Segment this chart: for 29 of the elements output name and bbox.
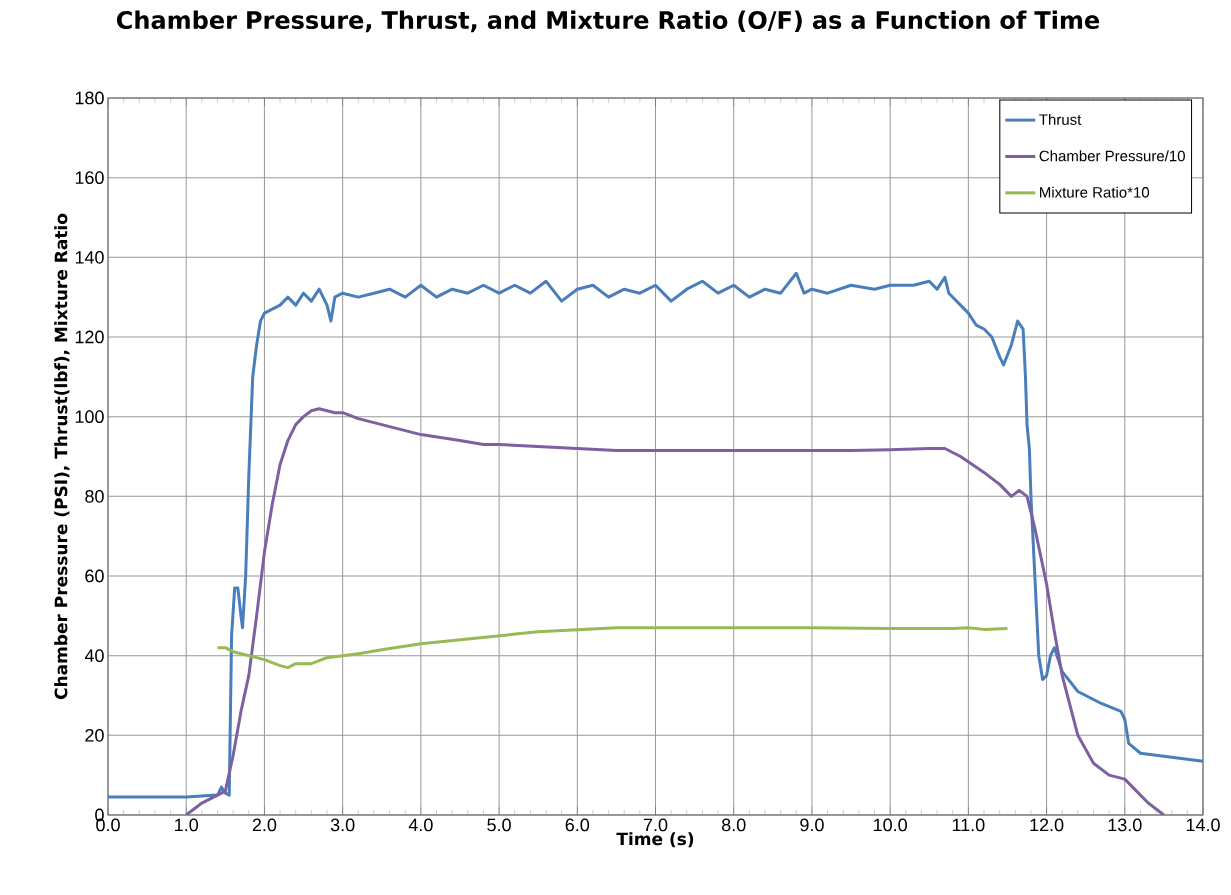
x-tick-label: 3.0	[330, 818, 355, 832]
x-tick-label: 7.0	[643, 818, 668, 832]
legend-label: Mixture Ratio*10	[1040, 186, 1150, 198]
x-tick-label: 12.0	[1030, 818, 1064, 832]
legend-label: Thrust	[1039, 113, 1082, 125]
x-tick-label: 6.0	[565, 818, 590, 832]
legend-label: Chamber Pressure/10	[1039, 150, 1185, 162]
y-tick-label: 40	[84, 649, 104, 663]
x-tick-label: 10.0	[873, 818, 907, 832]
y-tick-label: 80	[85, 489, 104, 503]
x-axis-title: Time (s)	[616, 832, 694, 848]
chart-title: Chamber Pressure, Thrust, and Mixture Ratio (O/F) as a Function of Time	[116, 10, 1100, 33]
y-axis-title: Chamber Pressure (PSI), Thrust(lbf), Mixture Ratio	[54, 213, 70, 700]
x-tick-label: 14.0	[1186, 818, 1220, 832]
x-tick-label: 11.0	[952, 818, 985, 832]
x-tick-label: 13.0	[1108, 818, 1142, 832]
y-tick-label: 140	[75, 250, 104, 264]
y-tick-label: 160	[75, 171, 104, 185]
x-tick-label: 5.0	[487, 818, 511, 832]
y-tick-label: 180	[75, 91, 104, 105]
y-tick-label: 60	[85, 569, 104, 583]
x-tick-label: 2.0	[252, 818, 277, 832]
y-tick-label: 120	[75, 330, 104, 344]
x-tick-label: 4.0	[408, 818, 433, 832]
y-tick-label: 100	[75, 410, 104, 424]
x-tick-label: 1.0	[175, 818, 199, 832]
x-tick-label: 8.0	[721, 818, 746, 832]
y-tick-label: 20	[85, 728, 104, 742]
x-tick-label: 9.0	[800, 818, 824, 832]
